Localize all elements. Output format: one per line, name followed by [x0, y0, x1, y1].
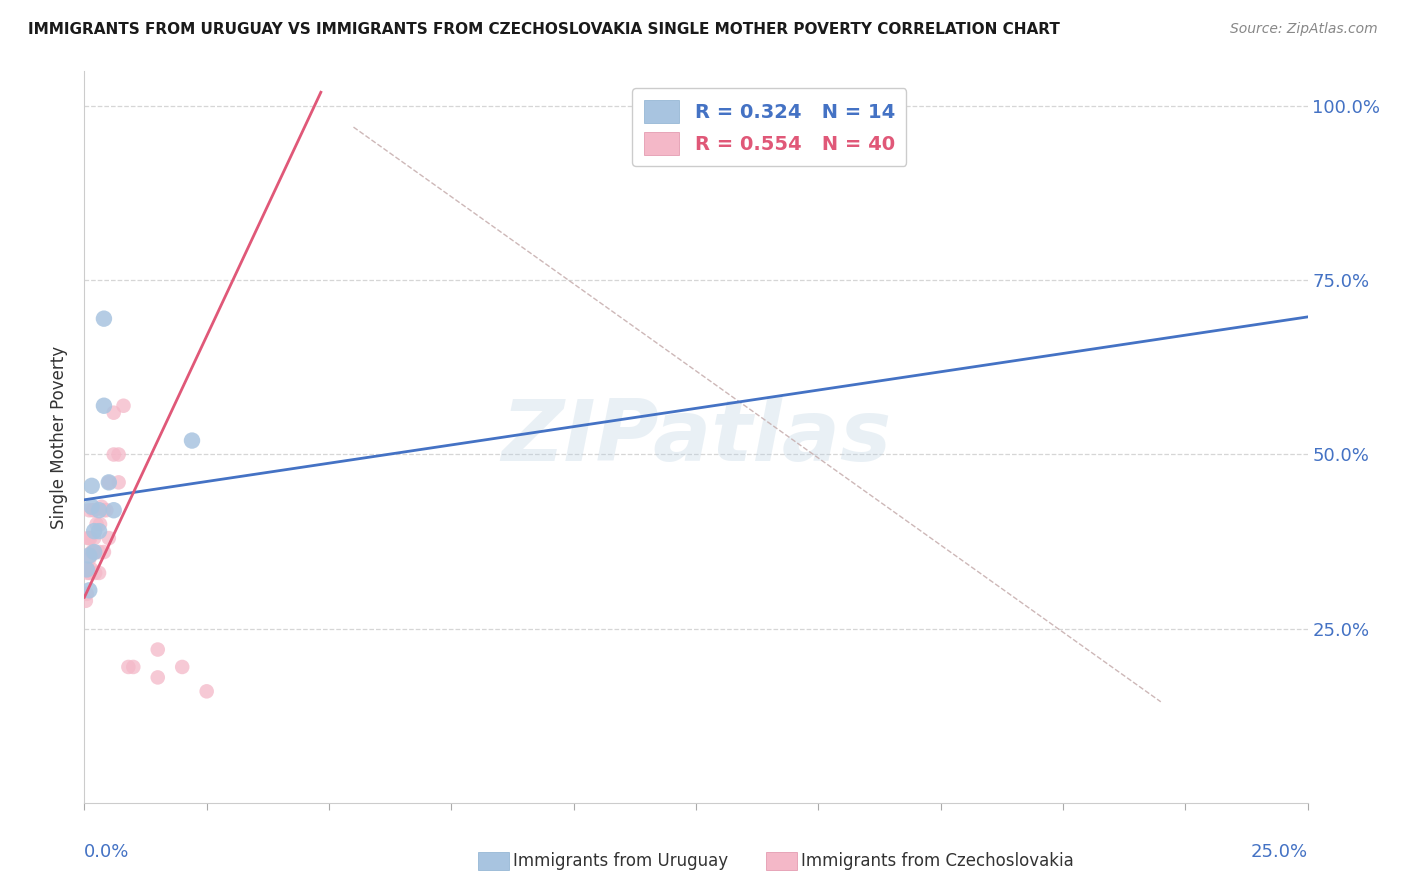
Point [103, 503, 125, 517]
Text: IMMIGRANTS FROM URUGUAY VS IMMIGRANTS FROM CZECHOSLOVAKIA SINGLE MOTHER POVERTY : IMMIGRANTS FROM URUGUAY VS IMMIGRANTS FR… [28, 22, 1060, 37]
Legend: R = 0.324   N = 14, R = 0.554   N = 40: R = 0.324 N = 14, R = 0.554 N = 40 [633, 88, 907, 167]
Point [122, 660, 145, 674]
Point [80, 545, 103, 559]
Point [87, 545, 110, 559]
Point [76, 587, 98, 601]
Point [83, 531, 105, 545]
Point [195, 684, 218, 698]
Point [87, 566, 110, 580]
Point [97, 475, 120, 490]
Point [75, 562, 97, 576]
Text: Source: ZipAtlas.com: Source: ZipAtlas.com [1230, 22, 1378, 37]
Point [77, 503, 100, 517]
Point [93, 399, 115, 413]
Point [80, 479, 103, 493]
Point [76, 531, 98, 545]
Text: Immigrants from Uruguay: Immigrants from Uruguay [513, 852, 728, 870]
Text: 0.0%: 0.0% [84, 843, 129, 861]
Point [84, 566, 107, 580]
Point [112, 399, 135, 413]
Point [86, 517, 108, 532]
Point [80, 500, 103, 514]
Point [83, 524, 105, 538]
Point [172, 660, 194, 674]
Point [79, 566, 101, 580]
Point [97, 475, 120, 490]
Point [87, 503, 110, 517]
Point [107, 475, 129, 490]
Point [83, 545, 105, 559]
Point [79, 531, 101, 545]
Point [77, 549, 100, 563]
Point [96, 503, 118, 517]
Point [103, 406, 125, 420]
Text: Immigrants from Czechoslovakia: Immigrants from Czechoslovakia [801, 852, 1074, 870]
Point [89, 517, 111, 532]
Point [103, 448, 125, 462]
Point [117, 660, 139, 674]
Point [75, 562, 97, 576]
Point [146, 642, 169, 657]
Point [87, 524, 110, 538]
Point [93, 545, 115, 559]
Text: 25.0%: 25.0% [1250, 843, 1308, 861]
Point [77, 531, 100, 545]
Point [80, 562, 103, 576]
Point [181, 434, 204, 448]
Point [107, 448, 129, 462]
Point [76, 562, 98, 576]
Point [82, 503, 104, 517]
Point [90, 500, 112, 514]
Point [97, 531, 120, 545]
Point [93, 311, 115, 326]
Point [75, 594, 97, 608]
Point [77, 552, 100, 566]
Point [77, 583, 100, 598]
Point [76, 562, 98, 576]
Point [76, 566, 98, 580]
Point [146, 670, 169, 684]
Point [93, 503, 115, 517]
Point [83, 545, 105, 559]
Point [83, 503, 105, 517]
Y-axis label: Single Mother Poverty: Single Mother Poverty [51, 345, 69, 529]
Text: ZIPatlas: ZIPatlas [501, 395, 891, 479]
